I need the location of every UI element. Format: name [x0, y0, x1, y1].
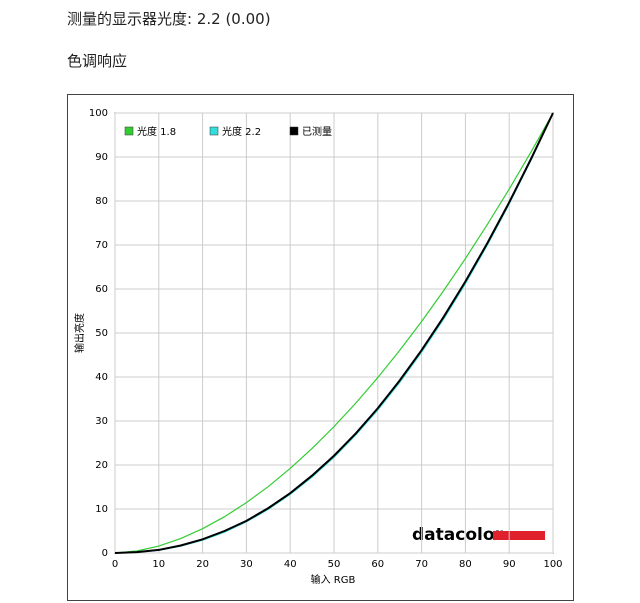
- y-axis-label: 输出亮度: [73, 313, 86, 353]
- y-tick-label: 100: [89, 108, 108, 119]
- x-axis-label: 输入 RGB: [311, 573, 356, 586]
- watermark-bar: [493, 531, 545, 540]
- legend-label: 已测量: [302, 125, 332, 138]
- y-tick-label: 80: [95, 196, 108, 207]
- x-tick-label: 10: [152, 559, 165, 570]
- y-tick-label: 60: [95, 284, 108, 295]
- x-tick-label: 30: [240, 559, 253, 570]
- y-tick-label: 70: [95, 240, 108, 251]
- y-tick-label: 30: [95, 416, 108, 427]
- legend-swatch: [209, 126, 219, 136]
- x-tick-label: 0: [112, 559, 118, 570]
- x-tick-label: 90: [503, 559, 516, 570]
- x-tick-label: 50: [328, 559, 341, 570]
- watermark: datacolor: [412, 525, 504, 545]
- x-tick-label: 100: [543, 559, 562, 570]
- legend-swatch: [124, 126, 134, 136]
- x-tick-label: 70: [415, 559, 428, 570]
- x-tick-label: 20: [196, 559, 209, 570]
- x-tick-label: 60: [371, 559, 384, 570]
- legend-label: 光度 1.8: [137, 125, 176, 138]
- y-tick-label: 0: [102, 548, 108, 559]
- y-tick-label: 90: [95, 152, 108, 163]
- line: [114, 112, 554, 554]
- y-tick-label: 40: [95, 372, 108, 383]
- y-tick-label: 50: [95, 328, 108, 339]
- y-tick-label: 20: [95, 460, 108, 471]
- y-tick-label: 10: [95, 504, 108, 515]
- legend-swatch: [289, 126, 299, 136]
- section-title: 色调响应: [67, 52, 128, 70]
- legend-label: 光度 2.2: [222, 125, 261, 138]
- page-title: 测量的显示器光度: 2.2 (0.00): [67, 10, 271, 28]
- line: [114, 112, 554, 554]
- x-tick-label: 80: [459, 559, 472, 570]
- x-tick-label: 40: [284, 559, 297, 570]
